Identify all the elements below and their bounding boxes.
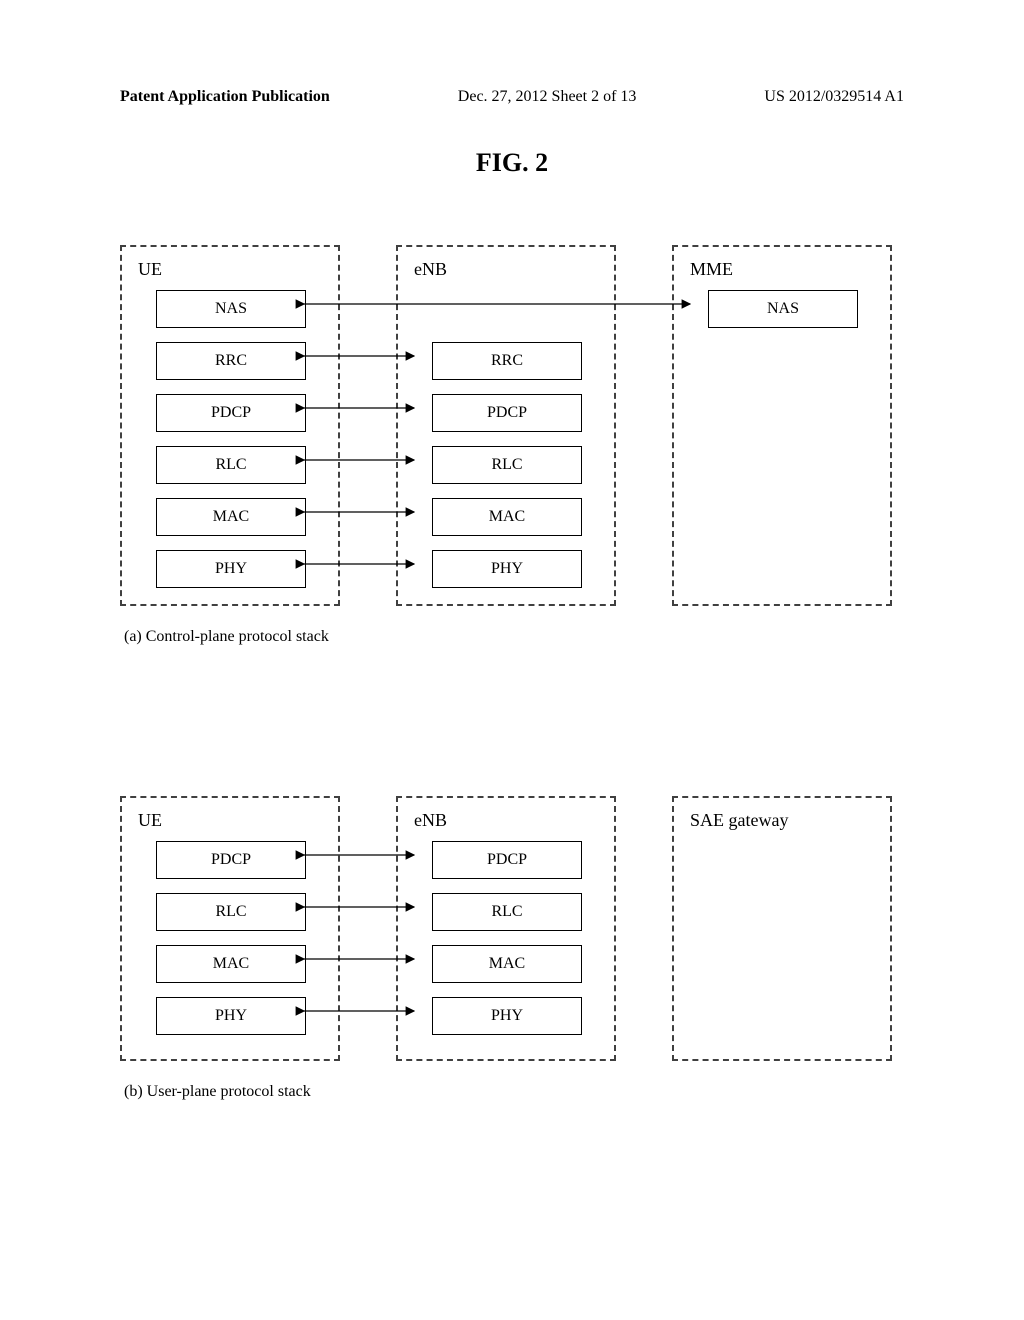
entity-title-enb-b: eNB (414, 810, 598, 831)
enb-a-layers: RRC PDCP RLC MAC PHY (432, 342, 598, 588)
layer-enb-rrc: RRC (432, 342, 582, 380)
header-right: US 2012/0329514 A1 (764, 88, 904, 106)
layer-ue-nas: NAS (156, 290, 306, 328)
mme-layers: NAS (708, 290, 874, 328)
ue-a-layers: NAS RRC PDCP RLC MAC PHY (156, 290, 322, 588)
layer-mme-nas: NAS (708, 290, 858, 328)
layer-ue-rrc: RRC (156, 342, 306, 380)
entity-ue-b: UE PDCP RLC MAC PHY (120, 796, 340, 1061)
mme-spacer (690, 328, 874, 583)
layer-ue-b-rlc: RLC (156, 893, 306, 931)
entity-mme: MME NAS (672, 245, 892, 606)
enb-b-layers: PDCP RLC MAC PHY (432, 841, 598, 1035)
entity-sae: SAE gateway (672, 796, 892, 1061)
figure-title: FIG. 2 (0, 148, 1024, 178)
page-header: Patent Application Publication Dec. 27, … (0, 88, 1024, 106)
entity-enb-a: eNB RRC PDCP RLC MAC PHY (396, 245, 616, 606)
entity-title-ue: UE (138, 259, 322, 280)
layer-enb-pdcp: PDCP (432, 394, 582, 432)
layer-ue-pdcp: PDCP (156, 394, 306, 432)
enb-spacer (414, 290, 598, 342)
entity-title-enb: eNB (414, 259, 598, 280)
diagram-a-columns: UE NAS RRC PDCP RLC MAC PHY eNB RRC PDCP… (120, 245, 892, 606)
header-left: Patent Application Publication (120, 88, 330, 106)
layer-enb-b-mac: MAC (432, 945, 582, 983)
entity-title-ue-b: UE (138, 810, 322, 831)
caption-b: (b) User-plane protocol stack (124, 1083, 892, 1101)
layer-enb-b-phy: PHY (432, 997, 582, 1035)
entity-title-mme: MME (690, 259, 874, 280)
layer-ue-b-pdcp: PDCP (156, 841, 306, 879)
layer-ue-rlc: RLC (156, 446, 306, 484)
layer-enb-rlc: RLC (432, 446, 582, 484)
diagram-b-columns: UE PDCP RLC MAC PHY eNB PDCP RLC MAC PHY… (120, 796, 892, 1061)
layer-ue-b-mac: MAC (156, 945, 306, 983)
caption-a: (a) Control-plane protocol stack (124, 628, 892, 646)
diagram-control-plane: UE NAS RRC PDCP RLC MAC PHY eNB RRC PDCP… (120, 245, 892, 646)
layer-ue-phy: PHY (156, 550, 306, 588)
entity-title-sae: SAE gateway (690, 810, 874, 831)
layer-enb-mac: MAC (432, 498, 582, 536)
layer-ue-b-phy: PHY (156, 997, 306, 1035)
layer-enb-phy: PHY (432, 550, 582, 588)
layer-enb-b-rlc: RLC (432, 893, 582, 931)
header-center: Dec. 27, 2012 Sheet 2 of 13 (458, 88, 637, 106)
layer-enb-b-pdcp: PDCP (432, 841, 582, 879)
layer-ue-mac: MAC (156, 498, 306, 536)
entity-ue-a: UE NAS RRC PDCP RLC MAC PHY (120, 245, 340, 606)
sae-spacer (690, 841, 874, 1043)
ue-b-layers: PDCP RLC MAC PHY (156, 841, 322, 1035)
diagram-user-plane: UE PDCP RLC MAC PHY eNB PDCP RLC MAC PHY… (120, 796, 892, 1101)
entity-enb-b: eNB PDCP RLC MAC PHY (396, 796, 616, 1061)
